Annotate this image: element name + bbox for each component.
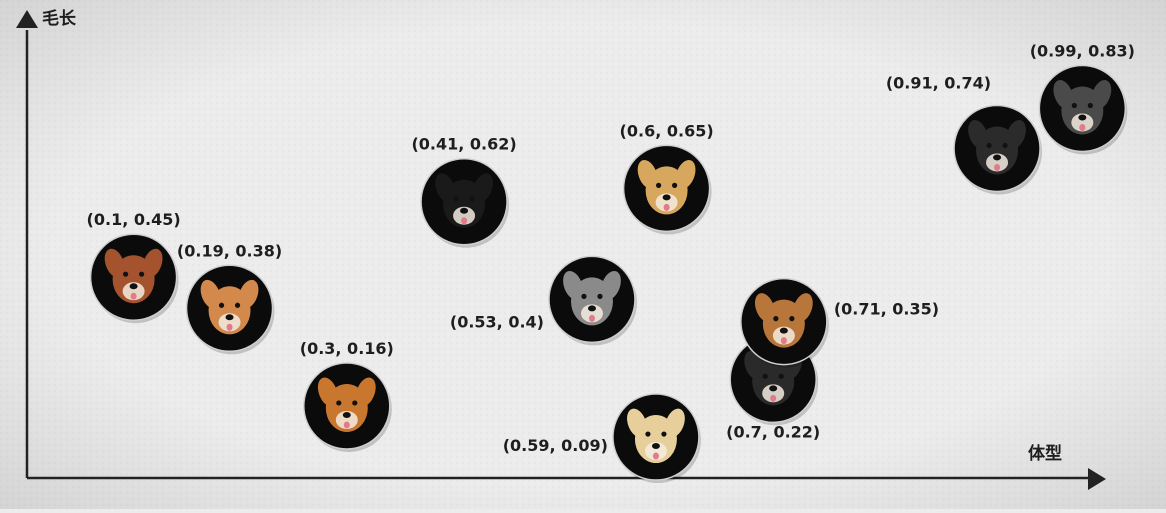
point-label: (0.7, 0.22) [726,422,820,441]
point-label: (0.3, 0.16) [300,339,394,358]
border-collie-icon [435,173,493,228]
point-label: (0.99, 0.83) [1030,41,1135,60]
scatter-point: (0.1, 0.45) [87,210,181,324]
x-axis-arrow-icon [1088,468,1106,490]
scatter-point: (0.19, 0.38) [177,241,282,355]
point-label: (0.1, 0.45) [87,210,181,229]
corgi-icon [200,279,259,335]
y-axis-arrow-icon [16,10,38,28]
golden-retriever-icon [637,159,696,215]
y-axis-label: 毛长 [42,8,77,29]
shiba-icon [317,377,376,432]
caucasian-shepherd-icon [1053,80,1112,135]
points-layer: (0.1, 0.45) (0.19, 0.38) (0.3, 0.16) (0.41,… [87,41,1135,484]
scatter-point: (0.53, 0.4) [450,255,637,346]
point-label: (0.41, 0.62) [411,135,516,154]
poodle-icon [104,248,163,304]
scatter-point: (0.99, 0.83) [1030,41,1135,155]
x-axis-label: 体型 [1028,443,1062,464]
bernese-icon [968,120,1026,175]
husky-icon [563,270,621,326]
point-label: (0.91, 0.74) [886,73,991,92]
point-label: (0.19, 0.38) [177,241,282,260]
scatter-point: (0.41, 0.62) [411,135,517,248]
point-label: (0.59, 0.09) [503,436,608,455]
scatter-point: (0.6, 0.65) [620,121,714,235]
scatter-point: (0.71, 0.35) [740,277,939,368]
german-shepherd-icon [754,293,813,348]
scatter-point: (0.3, 0.16) [300,339,394,452]
point-label: (0.53, 0.4) [450,312,544,331]
labrador-icon [627,408,685,464]
scatter-point: (0.91, 0.74) [886,73,1043,195]
point-label: (0.71, 0.35) [834,300,939,319]
scatter-point: (0.59, 0.09) [503,393,701,484]
point-label: (0.6, 0.65) [620,121,714,140]
